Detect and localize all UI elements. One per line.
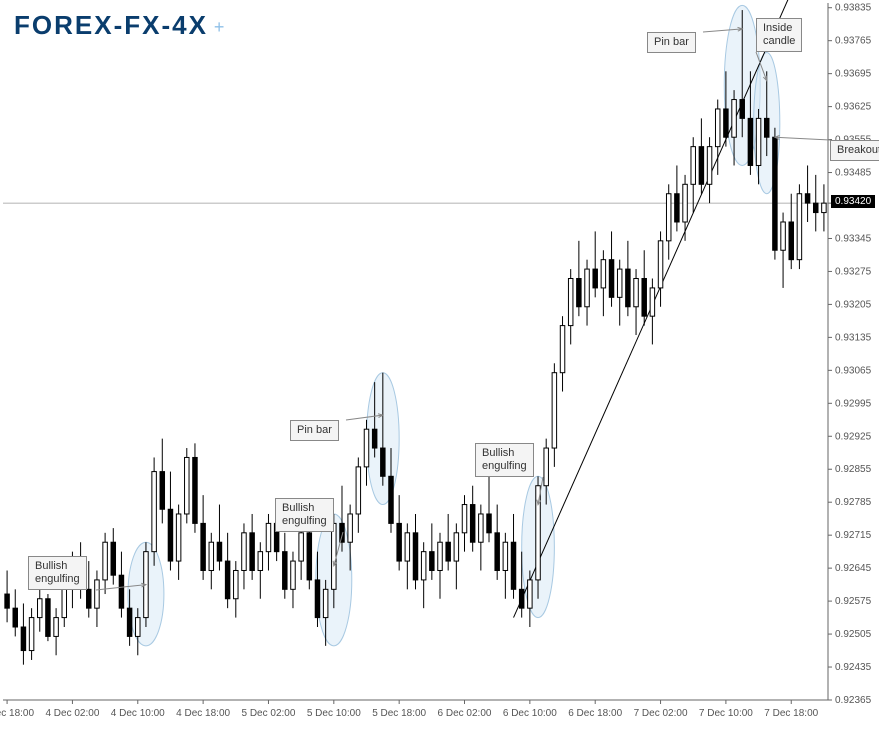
callout-c7: Breakout: [830, 140, 879, 161]
svg-text:6 Dec 02:00: 6 Dec 02:00: [438, 708, 492, 719]
svg-text:5 Dec 10:00: 5 Dec 10:00: [307, 708, 361, 719]
svg-text:0.92575: 0.92575: [835, 596, 872, 607]
svg-text:0.93275: 0.93275: [835, 266, 872, 277]
svg-text:0.93695: 0.93695: [835, 69, 872, 80]
svg-text:0.93765: 0.93765: [835, 36, 872, 47]
svg-text:4 Dec 02:00: 4 Dec 02:00: [45, 708, 99, 719]
svg-text:7 Dec 18:00: 7 Dec 18:00: [764, 708, 818, 719]
svg-text:5 Dec 02:00: 5 Dec 02:00: [242, 708, 296, 719]
svg-text:0.92995: 0.92995: [835, 398, 872, 409]
svg-text:0.92505: 0.92505: [835, 629, 872, 640]
svg-text:0.92715: 0.92715: [835, 530, 872, 541]
svg-text:0.92785: 0.92785: [835, 497, 872, 508]
svg-text:0.93835: 0.93835: [835, 3, 872, 14]
svg-text:7 Dec 02:00: 7 Dec 02:00: [634, 708, 688, 719]
callout-c5: Pin bar: [647, 32, 696, 53]
svg-text:7 Dec 10:00: 7 Dec 10:00: [699, 708, 753, 719]
svg-text:4 Dec 10:00: 4 Dec 10:00: [111, 708, 165, 719]
callout-c4: Bullish engulfing: [475, 443, 534, 477]
svg-text:0.92925: 0.92925: [835, 431, 872, 442]
callout-c2: Bullish engulfing: [275, 498, 334, 532]
callout-c6: Inside candle: [756, 18, 802, 52]
svg-text:0.92435: 0.92435: [835, 662, 872, 673]
svg-text:6 Dec 18:00: 6 Dec 18:00: [568, 708, 622, 719]
svg-text:0.92855: 0.92855: [835, 464, 872, 475]
svg-text:0.93065: 0.93065: [835, 365, 872, 376]
candles: [5, 10, 826, 665]
svg-text:0.93135: 0.93135: [835, 332, 872, 343]
candlestick-chart: 0.92365 0.92435 0.92505 0.92575 0.92645 0.927…: [0, 0, 879, 729]
svg-text:0.93345: 0.93345: [835, 233, 872, 244]
callout-c3: Pin bar: [290, 420, 339, 441]
svg-text:6 Dec 10:00: 6 Dec 10:00: [503, 708, 557, 719]
current-price-tag: 0.93420: [831, 195, 875, 208]
svg-text:4 Dec 18:00: 4 Dec 18:00: [176, 708, 230, 719]
svg-text:0.93625: 0.93625: [835, 102, 872, 113]
svg-text:0.93205: 0.93205: [835, 299, 872, 310]
svg-text:0.92645: 0.92645: [835, 563, 872, 574]
svg-text:0.93485: 0.93485: [835, 168, 872, 179]
svg-text:3 Dec 18:00: 3 Dec 18:00: [0, 708, 34, 719]
svg-text:0.92365: 0.92365: [835, 695, 872, 706]
svg-text:5 Dec 18:00: 5 Dec 18:00: [372, 708, 426, 719]
callout-c1: Bullish engulfing: [28, 556, 87, 590]
